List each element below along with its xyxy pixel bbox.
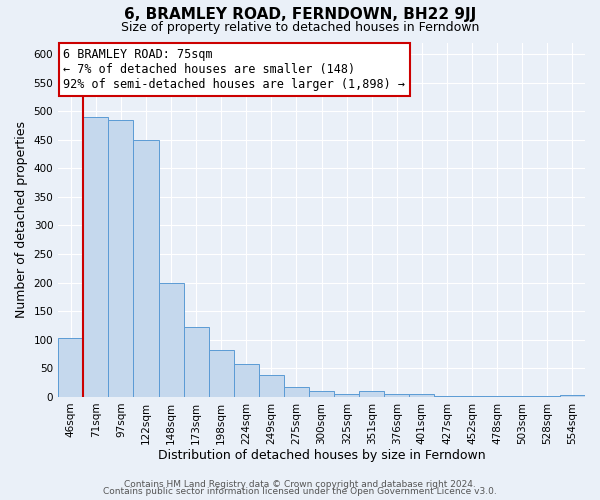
X-axis label: Distribution of detached houses by size in Ferndown: Distribution of detached houses by size … bbox=[158, 450, 485, 462]
Y-axis label: Number of detached properties: Number of detached properties bbox=[15, 121, 28, 318]
Bar bbox=[58, 338, 83, 397]
Bar bbox=[133, 140, 158, 397]
Bar bbox=[409, 394, 434, 397]
Bar bbox=[209, 350, 234, 397]
Bar bbox=[158, 282, 184, 397]
Bar bbox=[359, 391, 385, 397]
Text: 6 BRAMLEY ROAD: 75sqm
← 7% of detached houses are smaller (148)
92% of semi-deta: 6 BRAMLEY ROAD: 75sqm ← 7% of detached h… bbox=[64, 48, 406, 91]
Bar bbox=[284, 387, 309, 397]
Bar bbox=[434, 396, 460, 397]
Text: 6, BRAMLEY ROAD, FERNDOWN, BH22 9JJ: 6, BRAMLEY ROAD, FERNDOWN, BH22 9JJ bbox=[124, 8, 476, 22]
Bar bbox=[309, 391, 334, 397]
Bar bbox=[510, 396, 535, 397]
Bar bbox=[485, 396, 510, 397]
Text: Contains public sector information licensed under the Open Government Licence v3: Contains public sector information licen… bbox=[103, 488, 497, 496]
Bar bbox=[109, 120, 133, 397]
Bar bbox=[259, 375, 284, 397]
Bar bbox=[234, 364, 259, 397]
Bar bbox=[560, 394, 585, 397]
Bar bbox=[535, 396, 560, 397]
Bar bbox=[385, 394, 409, 397]
Text: Size of property relative to detached houses in Ferndown: Size of property relative to detached ho… bbox=[121, 21, 479, 34]
Bar bbox=[334, 394, 359, 397]
Bar bbox=[83, 117, 109, 397]
Bar bbox=[184, 327, 209, 397]
Bar bbox=[460, 396, 485, 397]
Text: Contains HM Land Registry data © Crown copyright and database right 2024.: Contains HM Land Registry data © Crown c… bbox=[124, 480, 476, 489]
